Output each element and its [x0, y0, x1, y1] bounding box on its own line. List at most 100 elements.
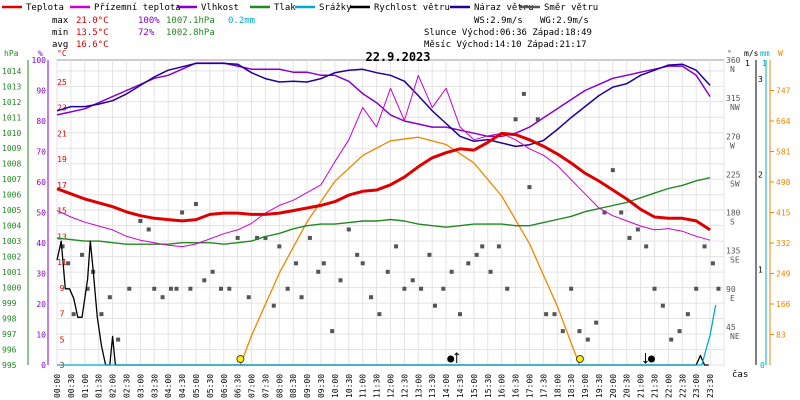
wind-direction-point — [402, 286, 407, 291]
mm-axis-label: mm — [760, 49, 770, 58]
x-tick-label: 07:00 — [248, 374, 257, 398]
wind-direction-point — [227, 286, 232, 291]
x-tick-label: 15:00 — [470, 374, 479, 398]
x-tick-label: 10:00 — [331, 374, 340, 398]
deg-direction-label: SE — [730, 256, 740, 265]
x-tick-label: 02:30 — [122, 374, 131, 398]
w-tick-label: 83 — [776, 331, 786, 340]
pct-axis-label: % — [38, 49, 43, 58]
x-tick-label: 05:30 — [206, 374, 215, 398]
wind-direction-point — [60, 244, 65, 249]
wind-direction-point — [635, 227, 640, 232]
x-tick-label: 13:30 — [428, 374, 437, 398]
wind-direction-point — [619, 210, 624, 215]
stats-block: max 21.0°C 100% 1007.1hPa 0.2mm min 13.5°C 72% 1… — [52, 16, 592, 50]
legend-label: Směr větru — [544, 3, 598, 13]
wind-direction-point — [277, 244, 282, 249]
legend-item: Srážky — [295, 3, 352, 13]
hpa-tick-label: 1014 — [2, 67, 21, 76]
wind-direction-point — [235, 235, 240, 240]
wind-direction-point — [685, 312, 690, 317]
x-axis: 00:00 00:30 01:00 01:30 02:00 02:30 03:00 03:30… — [53, 369, 748, 398]
wind-direction-point — [419, 286, 424, 291]
hpa-tick-label: 1008 — [2, 160, 21, 169]
deg-tick-label: 270 — [726, 132, 741, 141]
legend-label: Náraz větru — [474, 3, 534, 13]
degc-axis-label: °C — [57, 49, 67, 58]
wind-direction-point — [394, 244, 399, 249]
x-tick-label: 05:00 — [192, 374, 201, 398]
x-tick-label: 03:30 — [150, 374, 159, 398]
legend-item: Teplota — [2, 3, 64, 13]
w-tick-label: 332 — [776, 239, 791, 248]
wind-direction-point — [660, 303, 665, 308]
x-tick-label: 18:00 — [553, 374, 562, 398]
x-tick-label: 04:00 — [164, 374, 173, 398]
wind-direction-point — [627, 235, 632, 240]
x-tick-label: 18:30 — [567, 374, 576, 398]
ms-axis-label: m/s — [744, 49, 759, 58]
x-tick-label: 13:00 — [414, 374, 423, 398]
x-tick-label: 03:00 — [136, 374, 145, 398]
hpa-tick-label: 998 — [2, 315, 17, 324]
stat-label: min — [52, 28, 68, 38]
x-tick-label: 19:00 — [581, 374, 590, 398]
stat-label: avg — [52, 40, 68, 50]
x-tick-label: 06:00 — [220, 374, 229, 398]
hpa-tick-label: 1002 — [2, 253, 21, 262]
wind-direction-point — [488, 269, 493, 274]
hpa-tick-label: 995 — [2, 361, 17, 370]
stat-sun-times: Slunce Východ:06:36 Západ:18:49 — [424, 28, 592, 38]
sunrise-marker — [236, 355, 245, 363]
wind-direction-point — [138, 218, 143, 223]
moonset-arrow-icon — [643, 353, 648, 364]
x-tick-label: 15:30 — [484, 374, 493, 398]
x-tick-label: 20:00 — [609, 374, 618, 398]
mm-zero-tick-label: 0 — [760, 361, 765, 370]
wind-direction-point — [644, 244, 649, 249]
pct-tick-label: 0 — [41, 361, 46, 370]
degc-tick-label: 17 — [57, 181, 67, 190]
wind-direction-point — [146, 227, 151, 232]
wind-direction-point — [202, 278, 207, 283]
degc-tick-label: 19 — [57, 155, 67, 164]
deg-tick-label: 180 — [726, 209, 741, 218]
x-tick-label: 17:30 — [539, 374, 548, 398]
wind-direction-point — [107, 295, 112, 300]
wind-direction-point — [457, 312, 462, 317]
wind-direction-point — [355, 252, 360, 257]
wind-direction-point — [85, 286, 90, 291]
wind-direction-point — [116, 337, 121, 342]
w-tick-label: 581 — [776, 148, 791, 157]
x-tick-label: 08:30 — [289, 374, 298, 398]
wind-direction-point — [263, 235, 268, 240]
w-tick-label: 166 — [776, 300, 791, 309]
wind-direction-point — [694, 286, 699, 291]
wind-direction-point — [99, 312, 104, 317]
wind-direction-point — [432, 303, 437, 308]
stat-pressure: 1007.1hPa — [166, 16, 215, 26]
wind-direction-point — [521, 91, 526, 96]
wind-direction-point — [71, 312, 76, 317]
degc-tick-label: 25 — [57, 78, 67, 87]
degc-tick-label: 7 — [60, 310, 65, 319]
wind-direction-point — [210, 269, 215, 274]
hpa-tick-label: 1010 — [2, 129, 21, 138]
x-axis-title: čas — [732, 369, 748, 380]
wind-direction-point — [299, 295, 304, 300]
wind-direction-point — [441, 286, 446, 291]
hpa-tick-label: 1005 — [2, 206, 21, 215]
wind-direction-point — [427, 252, 432, 257]
deg-tick-label: 45 — [726, 323, 736, 332]
x-tick-label: 04:30 — [178, 374, 187, 398]
x-tick-label: 11:00 — [359, 374, 368, 398]
wind-direction-point — [330, 329, 335, 334]
wind-direction-point — [174, 286, 179, 291]
stat-moon-times: Měsíc Východ:14:10 Západ:21:17 — [424, 40, 587, 50]
stat-humidity: 100% — [138, 16, 160, 26]
deg-direction-label: W — [730, 141, 735, 150]
wind-gust-line — [56, 62, 711, 148]
wind-direction-point — [466, 261, 471, 266]
deg-tick-label: 360 — [726, 56, 741, 65]
wind-direction-point — [246, 295, 251, 300]
